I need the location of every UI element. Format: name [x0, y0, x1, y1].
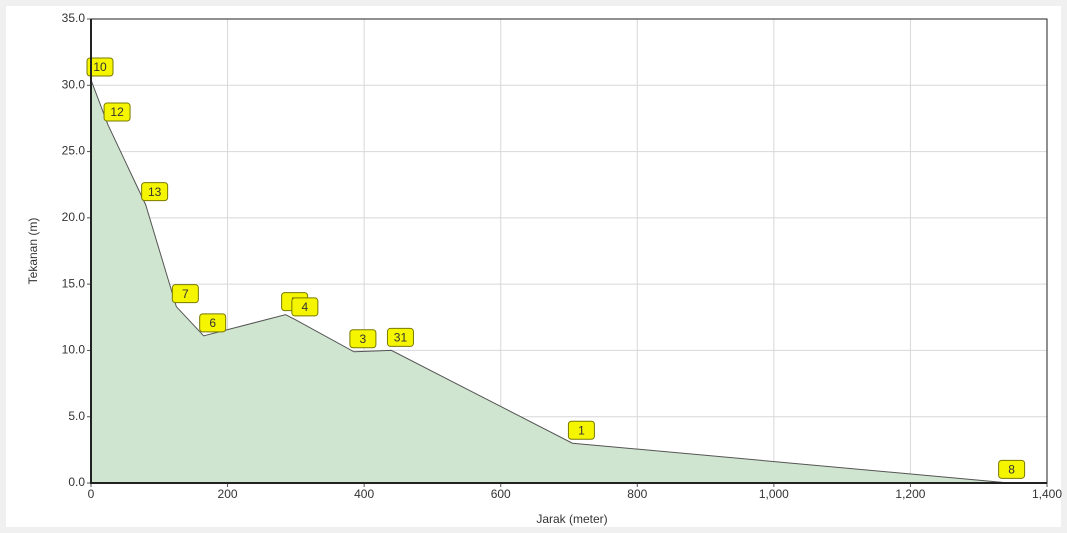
x-tick-label: 1,400	[1032, 487, 1062, 501]
node-label: 31	[394, 331, 408, 345]
node-label: 12	[110, 105, 124, 119]
y-tick-label: 20.0	[62, 210, 86, 224]
plot-border	[90, 18, 1048, 484]
y-axis-title: Tekanan (m)	[26, 218, 40, 285]
node-label: 7	[182, 287, 189, 301]
node-label: 4	[302, 300, 309, 314]
x-axis-title: Jarak (meter)	[536, 512, 607, 526]
x-tick-label: 200	[218, 487, 238, 501]
y-tick-label: 10.0	[62, 343, 86, 357]
x-tick-label: 0	[88, 487, 95, 501]
x-tick-label: 400	[354, 487, 374, 501]
line	[90, 79, 1003, 483]
node-label: 10	[93, 60, 107, 74]
y-tick-label: 5.0	[68, 409, 85, 423]
node-label-box	[349, 329, 377, 349]
node-label: 1	[578, 423, 585, 437]
x-tick-label: 1,200	[895, 487, 925, 501]
node-label-box	[998, 459, 1026, 479]
y-tick-label: 15.0	[62, 276, 86, 290]
node-label: 6	[209, 316, 216, 330]
node-label: 13	[148, 185, 162, 199]
y-tick-label: 30.0	[62, 77, 86, 91]
node-label-box	[171, 284, 199, 304]
y-tick-label: 35.0	[62, 11, 86, 25]
node-label-box	[386, 327, 414, 347]
node-label-box	[141, 182, 169, 202]
node-label: 3	[360, 332, 367, 346]
node-label-box	[103, 102, 131, 122]
node-label-box	[291, 297, 319, 317]
node-label-box	[86, 57, 114, 77]
x-tick-label: 800	[627, 487, 647, 501]
y-tick-label: 25.0	[62, 144, 86, 158]
x-tick-label: 1,000	[759, 487, 789, 501]
node-label-box	[567, 420, 595, 440]
x-tick-label: 600	[491, 487, 511, 501]
y-tick-label: 0.0	[68, 475, 85, 489]
node-label: 8	[1008, 463, 1015, 477]
node-label-box	[199, 313, 227, 333]
area	[91, 79, 1003, 484]
